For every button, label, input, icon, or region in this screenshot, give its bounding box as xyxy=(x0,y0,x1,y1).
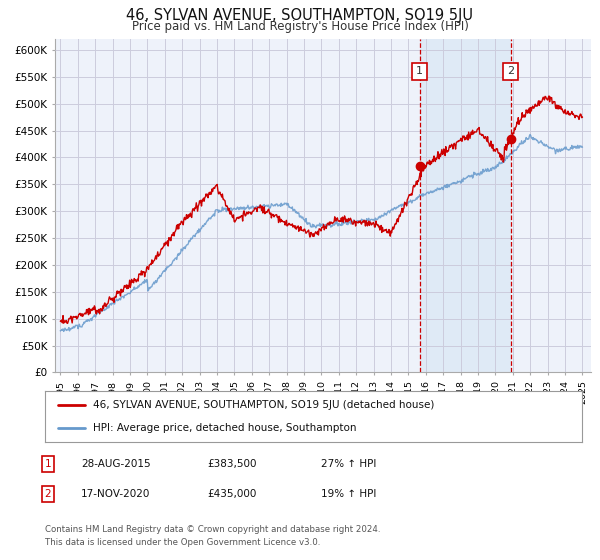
Text: 2: 2 xyxy=(507,67,514,77)
Text: 2: 2 xyxy=(44,489,52,499)
Text: Contains HM Land Registry data © Crown copyright and database right 2024.
This d: Contains HM Land Registry data © Crown c… xyxy=(45,525,380,548)
Text: 1: 1 xyxy=(416,67,424,77)
Text: Price paid vs. HM Land Registry's House Price Index (HPI): Price paid vs. HM Land Registry's House … xyxy=(131,20,469,32)
Text: 27% ↑ HPI: 27% ↑ HPI xyxy=(321,459,376,469)
Text: 46, SYLVAN AVENUE, SOUTHAMPTON, SO19 5JU (detached house): 46, SYLVAN AVENUE, SOUTHAMPTON, SO19 5JU… xyxy=(94,400,435,410)
Bar xyxy=(420,39,511,372)
Text: 19% ↑ HPI: 19% ↑ HPI xyxy=(321,489,376,499)
Text: 28-AUG-2015: 28-AUG-2015 xyxy=(81,459,151,469)
Text: HPI: Average price, detached house, Southampton: HPI: Average price, detached house, Sout… xyxy=(94,423,357,433)
Text: £383,500: £383,500 xyxy=(207,459,257,469)
Text: 17-NOV-2020: 17-NOV-2020 xyxy=(81,489,151,499)
Text: 1: 1 xyxy=(44,459,52,469)
Text: £435,000: £435,000 xyxy=(207,489,256,499)
Text: 46, SYLVAN AVENUE, SOUTHAMPTON, SO19 5JU: 46, SYLVAN AVENUE, SOUTHAMPTON, SO19 5JU xyxy=(127,8,473,24)
